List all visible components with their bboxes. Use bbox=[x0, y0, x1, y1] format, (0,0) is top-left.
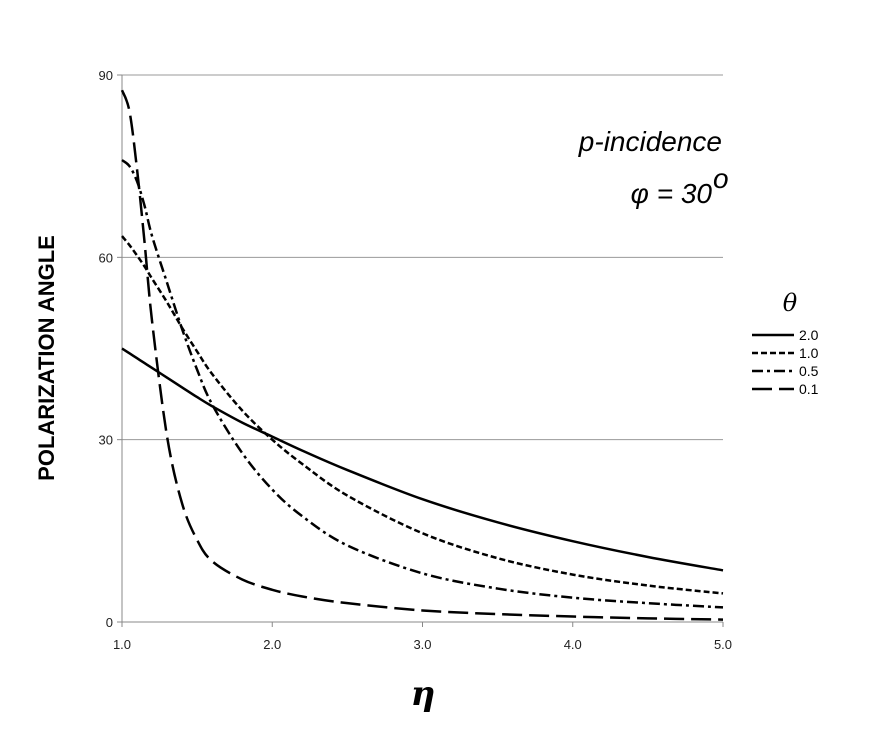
x-tick-label: 2.0 bbox=[263, 637, 281, 652]
y-axis-label: POLARIZATION ANGLE bbox=[34, 235, 59, 481]
y-tick-label: 0 bbox=[106, 615, 113, 630]
x-tick-label: 1.0 bbox=[113, 637, 131, 652]
legend-label-0.5: 0.5 bbox=[799, 363, 819, 379]
annotation-angle: φ = 30 bbox=[631, 178, 713, 209]
legend-items: 2.0 1.0 0.5 0.1 bbox=[752, 327, 819, 397]
legend-label-2.0: 2.0 bbox=[799, 327, 819, 343]
annotation-angle-superscript: o bbox=[713, 163, 729, 194]
annotation-angle-text: φ = 30 bbox=[631, 178, 713, 209]
y-tick-label: 60 bbox=[99, 250, 113, 265]
series-line-1.0 bbox=[121, 235, 724, 595]
grid-lines bbox=[122, 74, 723, 441]
x-tick-labels: 1.0 2.0 3.0 4.0 5.0 bbox=[113, 622, 732, 652]
x-tick-label: 3.0 bbox=[413, 637, 431, 652]
series-line-2.0 bbox=[121, 347, 724, 572]
series-line-0.5 bbox=[121, 159, 724, 609]
x-tick-label: 5.0 bbox=[714, 637, 732, 652]
x-tick-label: 4.0 bbox=[564, 637, 582, 652]
legend-title: θ bbox=[783, 289, 798, 317]
x-axis-label: η bbox=[411, 674, 436, 714]
series-lines bbox=[120, 89, 724, 621]
y-tick-labels: 0 30 60 90 bbox=[99, 68, 122, 630]
legend-label-1.0: 1.0 bbox=[799, 345, 819, 361]
y-tick-label: 90 bbox=[99, 68, 113, 83]
annotation-incidence: p-incidence bbox=[578, 126, 722, 157]
series-line-0.1 bbox=[120, 89, 724, 621]
legend: θ 2.0 1.0 0.5 0.1 bbox=[752, 289, 819, 397]
legend-label-0.1: 0.1 bbox=[799, 381, 819, 397]
y-tick-label: 30 bbox=[99, 433, 113, 448]
